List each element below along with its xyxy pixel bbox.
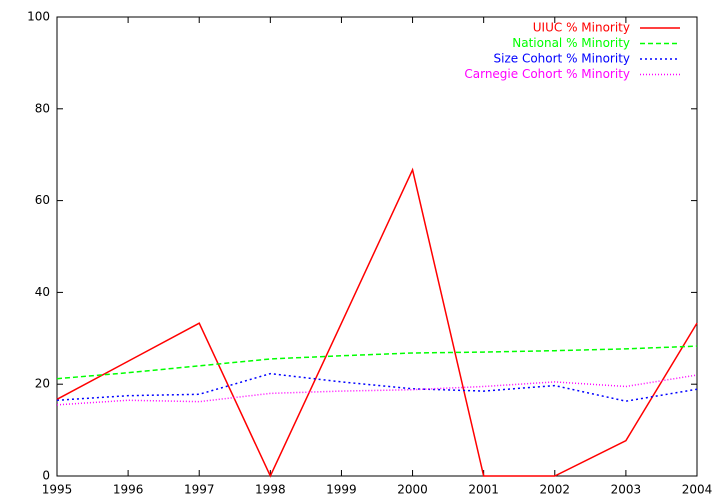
y-tick-label: 60 bbox=[35, 193, 50, 207]
y-tick-label: 20 bbox=[35, 377, 50, 391]
plot-frame bbox=[56, 16, 698, 477]
x-tick-label: 1999 bbox=[326, 483, 357, 497]
x-tick-label: 2002 bbox=[540, 483, 571, 497]
legend-label: Size Cohort % Minority bbox=[494, 52, 631, 66]
legend-label: Carnegie Cohort % Minority bbox=[464, 67, 630, 81]
legend-label: National % Minority bbox=[512, 36, 630, 50]
series-line bbox=[56, 345, 698, 380]
x-tick-label: 1998 bbox=[255, 483, 286, 497]
series-line bbox=[56, 372, 698, 402]
x-tick-label: 2000 bbox=[397, 483, 428, 497]
series-line bbox=[56, 167, 698, 478]
x-tick-label: 1995 bbox=[42, 483, 73, 497]
x-tick-label: 2001 bbox=[468, 483, 499, 497]
x-tick-label: 1997 bbox=[184, 483, 215, 497]
y-tick-label: 80 bbox=[35, 101, 50, 115]
x-tick-label: 1996 bbox=[113, 483, 144, 497]
legend-label: UIUC % Minority bbox=[533, 21, 630, 35]
y-tick-label: 100 bbox=[27, 10, 50, 24]
x-tick-label: 2004 bbox=[682, 483, 713, 497]
y-tick-label: 40 bbox=[35, 285, 50, 299]
x-tick-label: 2003 bbox=[611, 483, 642, 497]
y-tick-label: 0 bbox=[42, 469, 50, 483]
series-line bbox=[56, 374, 698, 406]
